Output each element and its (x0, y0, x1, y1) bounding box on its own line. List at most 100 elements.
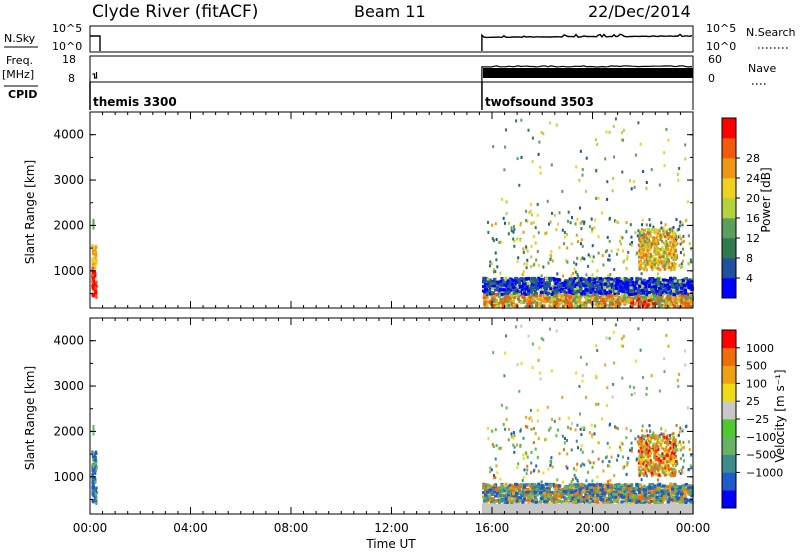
echo-cell (500, 284, 504, 288)
echo-cell (499, 288, 503, 292)
echo-cell (673, 233, 676, 237)
echo-cell (486, 483, 490, 487)
echo-cell (613, 292, 617, 296)
echo-cell (662, 241, 665, 245)
echo-cell (637, 297, 641, 301)
echo-cell (483, 290, 487, 294)
echo-cell (494, 487, 498, 491)
echo-cell (531, 160, 534, 163)
echo-cell (533, 280, 537, 284)
echo-cell (484, 494, 487, 498)
echo-cell (505, 298, 509, 302)
echo-cell (639, 483, 643, 487)
echo-cell (572, 293, 575, 297)
echo-cell (583, 498, 587, 502)
echo-cell (613, 500, 617, 503)
echo-cell (603, 492, 607, 496)
echo-cell (651, 236, 654, 240)
echo-cell (93, 469, 96, 473)
echo-cell (553, 286, 557, 290)
echo-cell (673, 485, 677, 489)
ground-scatter-cell (578, 504, 583, 514)
colorbar-segment (722, 178, 736, 199)
echo-cell (585, 289, 589, 292)
power-ylabel: Slant Range [km] (23, 160, 37, 264)
echo-cell (672, 268, 675, 272)
echo-cell (574, 501, 578, 505)
echo-cell (578, 285, 582, 289)
echo-cell (576, 300, 580, 304)
echo-cell (610, 305, 613, 309)
echo-cell (581, 168, 584, 172)
echo-cell (654, 266, 657, 270)
echo-cell (658, 290, 662, 294)
echo-cell (526, 293, 530, 296)
echo-cell (671, 296, 675, 300)
echo-cell (644, 239, 647, 243)
echo-cell (92, 453, 94, 457)
echo-cell (500, 240, 502, 244)
echo-cell (629, 282, 633, 286)
echo-cell (651, 280, 655, 283)
echo-cell (601, 278, 604, 281)
nsearch-tick-bottom: 10^0 (706, 40, 736, 53)
echo-cell (603, 301, 607, 305)
echo-cell (663, 263, 666, 267)
echo-cell (523, 279, 527, 283)
echo-cell (640, 272, 643, 276)
echo-cell (641, 248, 644, 252)
echo-cell (642, 247, 645, 251)
echo-cell (93, 270, 95, 273)
echo-cell (568, 291, 572, 295)
echo-cell (640, 284, 644, 288)
echo-cell (620, 500, 624, 504)
echo-cell (647, 244, 650, 248)
echo-cell (484, 302, 488, 306)
echo-cell (91, 284, 94, 288)
echo-cell (592, 461, 595, 465)
echo-cell (571, 295, 575, 298)
echo-cell (659, 234, 662, 238)
echo-cell (94, 291, 97, 295)
echo-cell (504, 276, 508, 280)
echo-cell (652, 305, 656, 309)
echo-cell (584, 278, 587, 282)
echo-cell (676, 490, 680, 494)
echo-cell (674, 489, 678, 493)
echo-cell (683, 497, 687, 501)
echo-cell (617, 277, 621, 281)
echo-cell (669, 240, 672, 244)
echo-cell (573, 277, 577, 281)
echo-cell (633, 185, 636, 189)
echo-cell (644, 488, 647, 492)
echo-cell (581, 290, 585, 293)
echo-cell (95, 291, 98, 295)
nave-tick-bottom: 0 (708, 72, 715, 85)
echo-cell (575, 165, 578, 169)
echo-cell (537, 437, 540, 441)
echo-cell (599, 291, 603, 295)
echo-cell (517, 297, 520, 301)
echo-cell (620, 294, 624, 298)
echo-cell (91, 267, 94, 270)
nsearch-label: N.Search (746, 26, 796, 39)
echo-cell (593, 492, 597, 496)
echo-cell (647, 249, 650, 252)
echo-cell (656, 279, 660, 283)
echo-cell (596, 280, 600, 284)
echo-cell (95, 497, 98, 501)
echo-cell (680, 292, 684, 296)
echo-cell (625, 487, 629, 491)
ground-scatter-cell (632, 504, 637, 514)
freq-trace-line (92, 72, 98, 79)
echo-cell (519, 427, 522, 431)
echo-cell (499, 485, 503, 489)
echo-cell (483, 282, 487, 285)
echo-cell (680, 237, 683, 241)
echo-cell (582, 489, 586, 493)
echo-cell (636, 251, 639, 255)
echo-cell (660, 497, 664, 501)
echo-cell (628, 293, 632, 296)
echo-cell (684, 143, 687, 147)
echo-cell (490, 262, 493, 266)
